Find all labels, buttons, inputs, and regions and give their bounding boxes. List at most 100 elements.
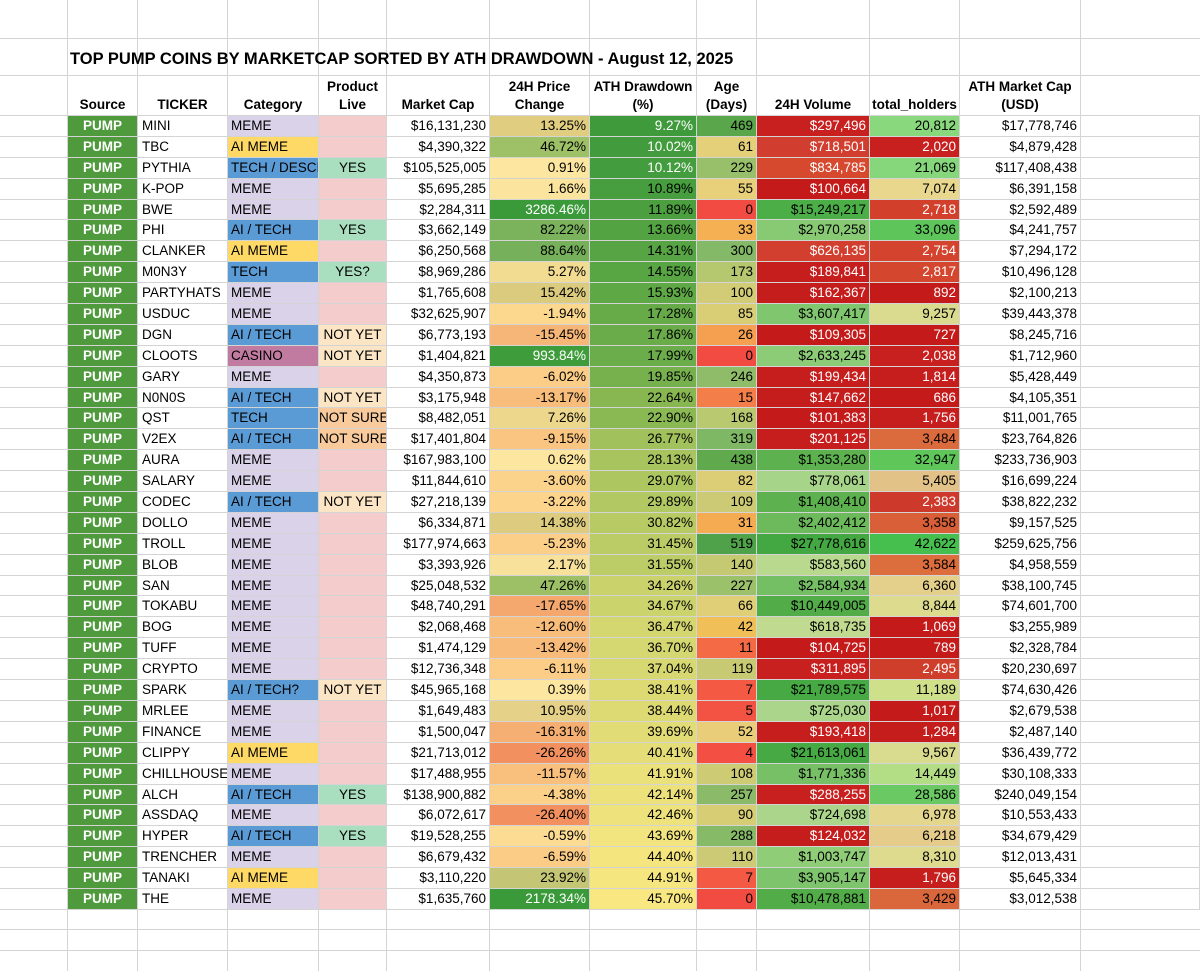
row-gutter-cell[interactable] <box>0 116 68 137</box>
source-cell[interactable]: PUMP <box>68 888 138 910</box>
ath-market-cap-cell[interactable]: $38,822,232 <box>960 492 1081 513</box>
source-cell[interactable]: PUMP <box>68 617 138 639</box>
volume-cell[interactable]: $162,367 <box>757 283 870 305</box>
holders-cell[interactable]: 727 <box>870 324 960 346</box>
category-cell[interactable]: MEME <box>228 554 319 576</box>
holders-cell[interactable]: 6,978 <box>870 805 960 827</box>
ticker-cell[interactable]: MINI <box>138 116 228 137</box>
ath-market-cap-cell[interactable]: $1,712,960 <box>960 345 1081 367</box>
market-cap-cell[interactable]: $25,048,532 <box>387 575 490 597</box>
ticker-cell[interactable]: CODEC <box>138 492 228 513</box>
ath-drawdown-cell[interactable]: 42.46% <box>590 805 697 827</box>
ath-market-cap-cell[interactable]: $4,958,559 <box>960 554 1081 576</box>
row-gutter-cell[interactable] <box>0 680 68 701</box>
category-cell[interactable]: MEME <box>228 450 319 472</box>
price-change-cell[interactable]: -1.94% <box>490 304 590 325</box>
ticker-cell[interactable]: BWE <box>138 199 228 221</box>
ticker-cell[interactable]: QST <box>138 408 228 430</box>
age-cell[interactable]: 0 <box>697 345 757 367</box>
row-gutter-cell[interactable] <box>0 220 68 242</box>
empty-cell[interactable] <box>1081 617 1200 639</box>
ath-drawdown-cell[interactable]: 17.28% <box>590 304 697 325</box>
category-cell[interactable]: MEME <box>228 888 319 910</box>
market-cap-cell[interactable]: $12,736,348 <box>387 659 490 681</box>
ath-market-cap-cell[interactable]: $2,679,538 <box>960 700 1081 722</box>
row-gutter-cell[interactable] <box>0 763 68 785</box>
volume-cell[interactable]: $718,501 <box>757 136 870 158</box>
source-cell[interactable]: PUMP <box>68 680 138 701</box>
category-cell[interactable]: AI / TECH <box>228 429 319 451</box>
source-cell[interactable]: PUMP <box>68 199 138 221</box>
ath-market-cap-cell[interactable]: $74,630,426 <box>960 680 1081 701</box>
age-cell[interactable]: 300 <box>697 241 757 263</box>
ath-drawdown-cell[interactable]: 44.40% <box>590 847 697 869</box>
ath-market-cap-cell[interactable]: $74,601,700 <box>960 596 1081 618</box>
ath-market-cap-cell[interactable]: $2,487,140 <box>960 721 1081 743</box>
category-cell[interactable]: MEME <box>228 638 319 660</box>
price-change-cell[interactable]: -26.40% <box>490 805 590 827</box>
ticker-cell[interactable]: PHI <box>138 220 228 242</box>
market-cap-cell[interactable]: $8,482,051 <box>387 408 490 430</box>
ticker-cell[interactable]: SPARK <box>138 680 228 701</box>
price-change-cell[interactable]: -12.60% <box>490 617 590 639</box>
source-cell[interactable]: PUMP <box>68 721 138 743</box>
row-gutter-cell[interactable] <box>0 345 68 367</box>
source-cell[interactable]: PUMP <box>68 575 138 597</box>
source-cell[interactable]: PUMP <box>68 178 138 200</box>
price-change-cell[interactable]: -5.23% <box>490 533 590 555</box>
source-cell[interactable]: PUMP <box>68 304 138 325</box>
holders-cell[interactable]: 2,020 <box>870 136 960 158</box>
market-cap-cell[interactable]: $5,695,285 <box>387 178 490 200</box>
market-cap-cell[interactable]: $3,393,926 <box>387 554 490 576</box>
price-change-cell[interactable]: 82.22% <box>490 220 590 242</box>
ath-market-cap-cell[interactable]: $8,245,716 <box>960 324 1081 346</box>
age-cell[interactable]: 0 <box>697 888 757 910</box>
product-live-cell[interactable]: NOT YET <box>319 324 387 346</box>
empty-cell[interactable] <box>1081 512 1200 534</box>
holders-cell[interactable]: 2,754 <box>870 241 960 263</box>
ticker-cell[interactable]: CRYPTO <box>138 659 228 681</box>
holders-cell[interactable]: 1,814 <box>870 366 960 388</box>
row-gutter-cell[interactable] <box>0 533 68 555</box>
ticker-cell[interactable]: BLOB <box>138 554 228 576</box>
ath-drawdown-cell[interactable]: 19.85% <box>590 366 697 388</box>
ticker-cell[interactable]: N0N0S <box>138 387 228 409</box>
product-live-cell[interactable] <box>319 805 387 827</box>
ticker-cell[interactable]: CLANKER <box>138 241 228 263</box>
row-gutter-cell[interactable] <box>0 136 68 158</box>
ath-market-cap-cell[interactable]: $34,679,429 <box>960 826 1081 848</box>
holders-cell[interactable]: 789 <box>870 638 960 660</box>
market-cap-cell[interactable]: $16,131,230 <box>387 116 490 137</box>
row-gutter-cell[interactable] <box>0 575 68 597</box>
price-change-cell[interactable]: -17.65% <box>490 596 590 618</box>
product-live-cell[interactable]: YES <box>319 784 387 806</box>
row-gutter-cell[interactable] <box>0 659 68 681</box>
holders-cell[interactable]: 6,218 <box>870 826 960 848</box>
market-cap-cell[interactable]: $1,474,129 <box>387 638 490 660</box>
product-live-cell[interactable] <box>319 116 387 137</box>
ath-market-cap-cell[interactable]: $2,100,213 <box>960 283 1081 305</box>
price-change-cell[interactable]: 47.26% <box>490 575 590 597</box>
volume-cell[interactable]: $725,030 <box>757 700 870 722</box>
market-cap-cell[interactable]: $1,404,821 <box>387 345 490 367</box>
price-change-cell[interactable]: 3286.46% <box>490 199 590 221</box>
category-cell[interactable]: AI / TECH <box>228 220 319 242</box>
market-cap-cell[interactable]: $6,072,617 <box>387 805 490 827</box>
ath-drawdown-cell[interactable]: 36.47% <box>590 617 697 639</box>
empty-cell[interactable] <box>1081 304 1200 325</box>
ath-market-cap-cell[interactable]: $2,592,489 <box>960 199 1081 221</box>
volume-cell[interactable]: $3,607,417 <box>757 304 870 325</box>
empty-cell[interactable] <box>1081 492 1200 513</box>
empty-cell[interactable] <box>1081 596 1200 618</box>
category-cell[interactable]: MEME <box>228 304 319 325</box>
category-cell[interactable]: MEME <box>228 575 319 597</box>
volume-cell[interactable]: $147,662 <box>757 387 870 409</box>
age-cell[interactable]: 288 <box>697 826 757 848</box>
ath-market-cap-cell[interactable]: $20,230,697 <box>960 659 1081 681</box>
empty-cell[interactable] <box>1081 680 1200 701</box>
product-live-cell[interactable] <box>319 533 387 555</box>
product-live-cell[interactable] <box>319 575 387 597</box>
ath-drawdown-cell[interactable]: 9.27% <box>590 116 697 137</box>
market-cap-cell[interactable]: $1,500,047 <box>387 721 490 743</box>
price-change-cell[interactable]: -15.45% <box>490 324 590 346</box>
